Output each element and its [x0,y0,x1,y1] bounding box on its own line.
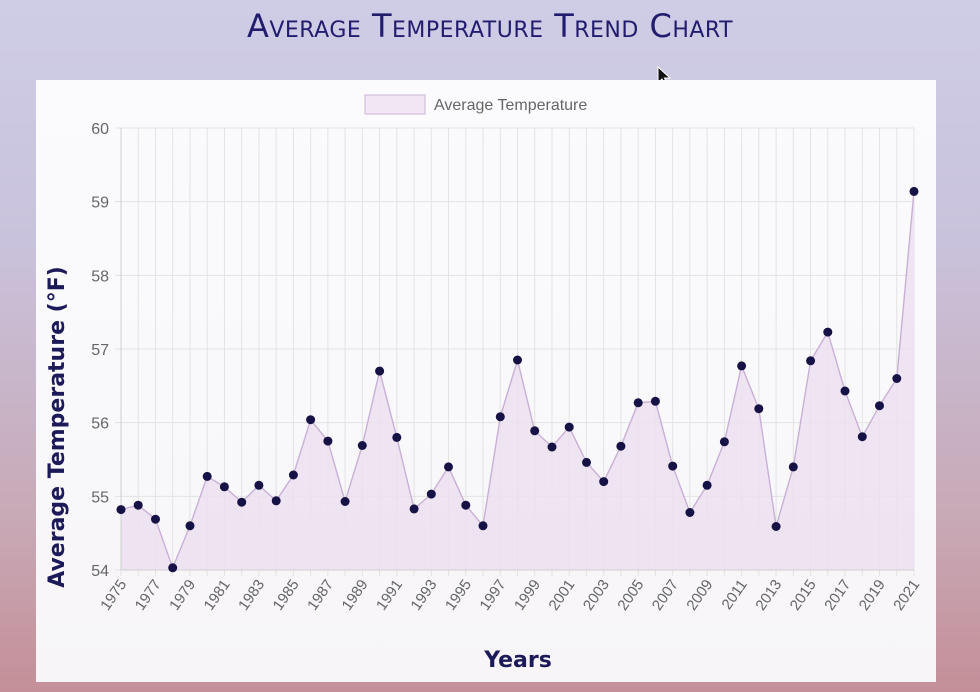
x-tick-label: 1975 [97,577,130,614]
x-tick-label: 2003 [580,577,613,614]
x-tick-label: 2009 [683,577,716,614]
x-tick-label: 1991 [373,577,406,614]
data-point[interactable] [185,521,195,531]
data-point[interactable] [340,497,350,506]
data-point[interactable] [650,396,660,406]
data-point[interactable] [754,404,764,414]
data-point[interactable] [323,436,333,446]
data-point[interactable] [685,508,695,517]
data-point[interactable] [582,457,591,467]
x-tick-label: 1985 [270,577,303,614]
data-point[interactable] [237,497,247,507]
data-point[interactable] [495,412,505,422]
data-point[interactable] [513,355,522,365]
x-tick-label: 2011 [718,577,750,613]
chart-points [116,186,919,573]
y-tick-label: 60 [91,121,109,138]
x-tick-label: 1983 [235,577,268,614]
data-point[interactable] [116,505,126,515]
y-tick-label: 54 [91,563,109,580]
data-point[interactable] [823,327,833,337]
x-tick-label: 1997 [476,577,509,614]
data-point[interactable] [875,401,884,411]
data-point[interactable] [168,563,178,573]
x-tick-label: 1977 [132,577,165,614]
x-tick-label: 2015 [787,577,820,614]
data-point[interactable] [530,426,540,436]
data-point[interactable] [909,186,919,196]
data-point[interactable] [478,521,488,531]
data-point[interactable] [461,500,471,510]
y-tick-label: 56 [91,416,109,433]
data-point[interactable] [788,462,798,472]
x-tick-label: 2007 [649,577,682,614]
x-tick-label: 2017 [821,577,854,614]
legend-label: Average Temperature [434,97,587,114]
data-point[interactable] [719,437,729,447]
series-area-fill [121,191,914,570]
data-point[interactable] [771,522,781,531]
x-tick-label: 2021 [890,577,923,614]
x-tick-label: 2001 [545,577,578,614]
data-point[interactable] [409,504,419,514]
x-tick-label: 1993 [408,577,441,614]
data-point[interactable] [202,471,212,481]
data-point[interactable] [633,398,643,408]
data-point[interactable] [444,462,453,472]
data-point[interactable] [547,442,557,452]
data-point[interactable] [288,470,298,480]
y-axis-title: Average Temperature (°F) [45,266,70,588]
data-point[interactable] [133,500,143,510]
data-point[interactable] [271,496,281,506]
x-axis-title: Years [483,648,552,673]
data-point[interactable] [737,361,747,371]
data-point[interactable] [151,514,160,524]
x-tick-label: 1987 [304,577,337,614]
data-point[interactable] [840,386,850,396]
data-point[interactable] [616,441,626,451]
data-point[interactable] [306,415,316,425]
x-tick-label: 2019 [856,577,889,614]
x-tick-label: 2013 [752,577,785,614]
x-tick-label: 2005 [614,577,647,614]
x-tick-label: 1989 [339,577,372,614]
y-tick-label: 57 [91,342,109,359]
data-point[interactable] [219,482,229,492]
y-tick-label: 55 [91,489,109,506]
data-point[interactable] [668,461,678,471]
data-point[interactable] [702,480,712,490]
data-point[interactable] [892,374,902,383]
x-tick-label: 1979 [166,577,199,614]
data-point[interactable] [806,356,816,366]
x-tick-label: 1999 [511,577,544,614]
x-tick-label: 1995 [442,577,475,614]
chart-panel: 54 55 56 57 58 59 60 1975 1977 1979 1981 1983 1985 19… [36,80,936,682]
y-tick-label: 58 [91,268,109,285]
data-point[interactable] [375,366,385,376]
x-tick-label: 1981 [201,577,234,614]
data-point[interactable] [426,489,436,499]
y-tick-label: 59 [91,195,109,212]
data-point[interactable] [254,480,264,490]
data-point[interactable] [857,432,867,442]
data-point[interactable] [564,422,574,432]
page-title: Average Temperature Trend Chart [246,7,734,45]
data-point[interactable] [357,441,367,450]
data-point[interactable] [392,432,402,442]
legend-swatch [364,94,426,115]
data-point[interactable] [599,477,609,487]
chart-legend[interactable]: Average Temperature [364,94,587,115]
